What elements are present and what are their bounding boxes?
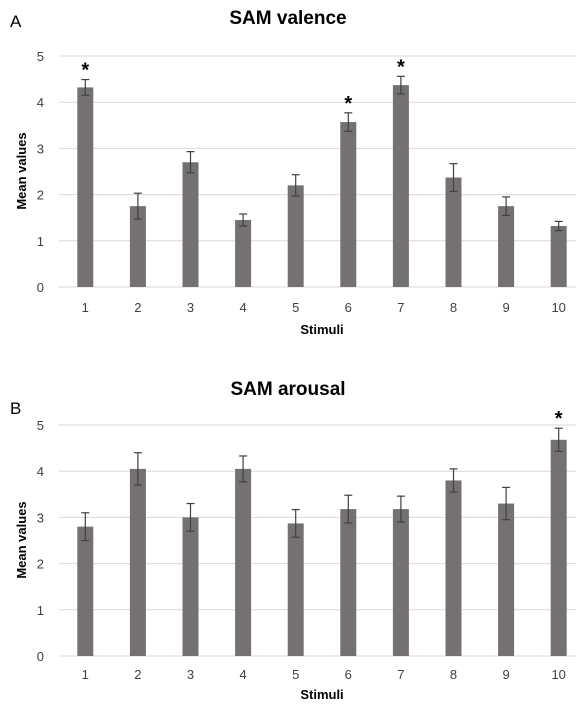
y-axis-label: Mean values — [14, 501, 29, 578]
y-tick-label: 3 — [37, 510, 44, 525]
x-tick-label: 6 — [345, 667, 352, 682]
significance-marker: * — [344, 93, 352, 115]
significance-marker: * — [397, 56, 405, 78]
y-tick-label: 5 — [37, 49, 44, 64]
x-tick-label: 10 — [551, 667, 565, 682]
y-tick-label: 0 — [37, 280, 44, 295]
bar — [392, 85, 409, 287]
bar — [129, 206, 146, 287]
bar — [182, 517, 199, 656]
y-tick-label: 4 — [37, 95, 44, 110]
chart-title: SAM valence — [229, 8, 347, 29]
bar — [340, 122, 357, 287]
bar — [77, 526, 94, 656]
bar — [498, 503, 515, 656]
bar — [550, 439, 567, 656]
bar — [340, 509, 357, 656]
x-tick-label: 7 — [397, 300, 404, 315]
x-tick-label: 9 — [502, 667, 509, 682]
y-tick-label: 1 — [37, 603, 44, 618]
y-tick-label: 2 — [37, 188, 44, 203]
x-tick-label: 7 — [397, 667, 404, 682]
bar — [182, 162, 199, 287]
x-tick-label: 1 — [82, 667, 89, 682]
x-tick-label: 2 — [134, 667, 141, 682]
x-tick-label: 3 — [187, 667, 194, 682]
arousal-bar-chart: Mean values Stimuli 0 1 2 3 4 5 1 2 3 4 5 6 7 8 9 * 10 — [14, 408, 576, 702]
x-tick-label: 2 — [134, 300, 141, 315]
x-tick-label: 5 — [292, 300, 299, 315]
arousal-chart-panel: B SAM arousal Mean values Stimuli 0 1 2 3 4 5… — [0, 368, 576, 709]
x-axis-label: Stimuli — [300, 687, 343, 702]
y-tick-label: 1 — [37, 234, 44, 249]
y-tick-label: 4 — [37, 464, 44, 479]
bar — [498, 206, 515, 287]
bar — [129, 468, 146, 656]
bar — [287, 185, 304, 287]
y-tick-label: 0 — [37, 649, 44, 664]
bar — [77, 87, 94, 287]
bar — [392, 509, 409, 656]
significance-marker: * — [555, 408, 563, 430]
chart-title: SAM arousal — [230, 379, 346, 400]
panel-letter: A — [10, 12, 22, 31]
x-tick-label: 8 — [450, 667, 457, 682]
panel-letter: B — [10, 399, 22, 418]
bar — [235, 220, 252, 287]
x-tick-label: 9 — [502, 300, 509, 315]
bar — [235, 468, 252, 656]
valence-chart-panel: A SAM valence Mean values Stimuli 0 1 2 3 4 5… — [0, 0, 576, 350]
y-axis-label: Mean values — [14, 132, 29, 209]
significance-marker: * — [81, 60, 89, 82]
x-tick-label: 4 — [239, 300, 246, 315]
x-tick-label: 3 — [187, 300, 194, 315]
bar — [550, 226, 567, 287]
x-tick-label: 5 — [292, 667, 299, 682]
bar — [445, 177, 462, 287]
bar — [445, 480, 462, 656]
x-tick-label: 1 — [82, 300, 89, 315]
x-axis-label: Stimuli — [300, 322, 343, 337]
x-tick-label: 8 — [450, 300, 457, 315]
x-tick-label: 4 — [239, 667, 246, 682]
y-tick-label: 3 — [37, 141, 44, 156]
bar — [287, 523, 304, 656]
y-tick-label: 5 — [37, 418, 44, 433]
valence-bar-chart: Mean values Stimuli 0 1 2 3 4 5 * 1 2 3 4 5 * 6 * 7 8 9 10 — [14, 49, 576, 337]
y-tick-label: 2 — [37, 557, 44, 572]
x-tick-label: 10 — [551, 300, 565, 315]
x-tick-label: 6 — [345, 300, 352, 315]
